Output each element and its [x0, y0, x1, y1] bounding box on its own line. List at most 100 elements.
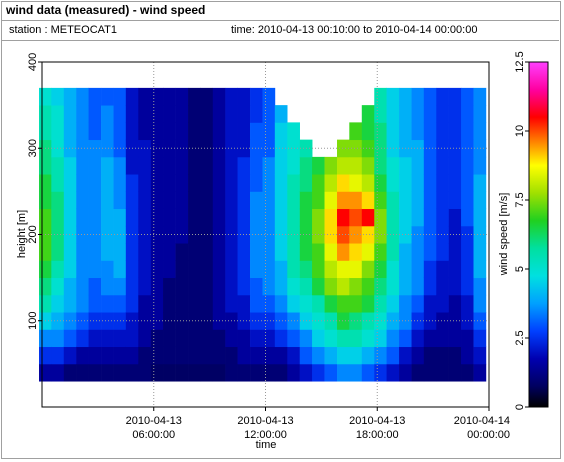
heatmap-cell	[250, 191, 263, 210]
heatmap-cell	[423, 174, 437, 192]
heatmap-cell	[138, 122, 151, 141]
heatmap-cell	[262, 363, 276, 382]
heatmap-cell	[125, 277, 139, 296]
heatmap-cell	[361, 312, 375, 330]
heatmap-cell	[113, 260, 127, 279]
heatmap-cell	[113, 208, 127, 227]
heatmap-cell	[411, 174, 425, 192]
heatmap-cell	[51, 277, 64, 296]
heatmap-cell	[274, 208, 288, 227]
heatmap-cell	[51, 122, 64, 141]
heatmap-cell	[337, 139, 350, 158]
heatmap-cell	[175, 174, 189, 192]
heatmap-cell	[88, 225, 102, 244]
heatmap-cell	[436, 329, 449, 348]
heatmap-cell	[436, 243, 449, 261]
heatmap-cell	[361, 294, 375, 313]
x-tick-label-date: 2010-04-13	[126, 415, 182, 427]
heatmap-cells	[39, 87, 487, 382]
heatmap-cell	[150, 122, 164, 141]
heatmap-cell	[448, 105, 462, 123]
heatmap-cell	[386, 174, 400, 192]
heatmap-cell	[361, 329, 375, 348]
heatmap-cell	[113, 294, 127, 313]
heatmap-cell	[163, 105, 176, 123]
heatmap-cell	[212, 329, 226, 348]
x-tick-label-time: 06:00:00	[132, 429, 175, 441]
heatmap-cell	[448, 363, 462, 382]
x-tick-label-time: 18:00:00	[356, 429, 399, 441]
heatmap-cell	[200, 105, 213, 123]
heatmap-cell	[337, 225, 350, 244]
heatmap-cell	[250, 122, 263, 141]
heatmap-cell	[473, 208, 487, 227]
heatmap-cell	[473, 225, 487, 244]
heatmap-cell	[51, 294, 64, 313]
title-bar: wind data (measured) - wind speed	[1, 1, 559, 21]
heatmap-cell	[448, 87, 462, 106]
heatmap-cell	[212, 105, 226, 123]
heatmap-cell	[386, 139, 400, 158]
heatmap-cell	[51, 346, 64, 365]
heatmap-cell	[423, 87, 437, 106]
heatmap-cell	[399, 122, 412, 141]
heatmap-cell	[287, 191, 300, 210]
heatmap-cell	[349, 277, 362, 296]
heatmap-cell	[461, 294, 474, 313]
heatmap-cell	[200, 294, 213, 313]
heatmap-cell	[349, 122, 362, 141]
heatmap-cell	[436, 156, 449, 175]
heatmap-cell	[76, 139, 89, 158]
heatmap-cell	[274, 312, 288, 330]
heatmap-cell	[76, 174, 89, 192]
heatmap-cell	[461, 122, 474, 141]
heatmap-cell	[125, 191, 139, 210]
heatmap-cell	[312, 156, 325, 175]
x-tick-label-date: 2010-04-13	[349, 415, 405, 427]
chart-title: wind data (measured) - wind speed	[6, 3, 206, 17]
heatmap-cell	[274, 260, 288, 279]
heatmap-cell	[473, 174, 487, 192]
heatmap-cell	[188, 87, 201, 106]
heatmap-cell	[76, 243, 89, 261]
heatmap-cell	[337, 174, 350, 192]
heatmap-cell	[386, 105, 400, 123]
heatmap-cell	[175, 329, 189, 348]
heatmap-cell	[287, 174, 300, 192]
heatmap-cell	[250, 208, 263, 227]
heatmap-cell	[436, 122, 449, 141]
heatmap-cell	[262, 243, 276, 261]
heatmap-cell	[63, 277, 77, 296]
heatmap-cell	[299, 294, 313, 313]
heatmap-cell	[175, 122, 189, 141]
heatmap-cell	[399, 105, 412, 123]
heatmap-cell	[150, 191, 164, 210]
heatmap-cell	[262, 329, 276, 348]
heatmap-cell	[361, 122, 375, 141]
heatmap-cell	[250, 243, 263, 261]
heatmap-cell	[399, 363, 412, 382]
heatmap-cell	[287, 122, 300, 141]
heatmap-cell	[448, 329, 462, 348]
heatmap-cell	[150, 208, 164, 227]
heatmap-cell	[150, 277, 164, 296]
heatmap-cell	[349, 208, 362, 227]
heatmap-cell	[262, 312, 276, 330]
heatmap-cell	[361, 225, 375, 244]
heatmap-cell	[88, 329, 102, 348]
heatmap-cell	[361, 105, 375, 123]
colorbar-tick-label: 7.5	[514, 192, 526, 207]
heatmap-cell	[312, 260, 325, 279]
heatmap-cell	[411, 346, 425, 365]
heatmap-cell	[461, 312, 474, 330]
heatmap-cell	[299, 329, 313, 348]
heatmap-cell	[125, 294, 139, 313]
heatmap-cell	[88, 277, 102, 296]
colorbar-tick-label: 2.5	[514, 330, 526, 345]
heatmap-cell	[63, 363, 77, 382]
heatmap-cell	[324, 260, 338, 279]
heatmap-cell	[250, 260, 263, 279]
heatmap-cell	[423, 208, 437, 227]
heatmap-cell	[88, 260, 102, 279]
heatmap-cell	[175, 346, 189, 365]
